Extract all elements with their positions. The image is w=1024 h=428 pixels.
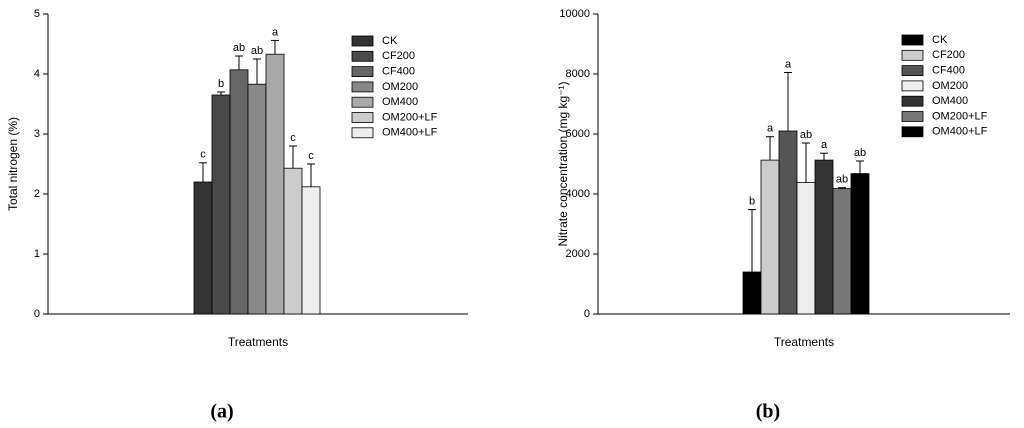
y-tick-label: 4000 — [566, 188, 590, 200]
panel-label: (a) — [210, 401, 233, 423]
significance-letter: ab — [251, 45, 263, 57]
legend-label: OM200+LF — [932, 110, 988, 122]
legend-label: OM400 — [382, 96, 418, 108]
y-tick-label: 4 — [34, 68, 40, 80]
x-axis-label: Treatments — [228, 335, 288, 349]
legend-label: CK — [932, 34, 948, 46]
panel-label: (b) — [756, 401, 780, 423]
legend-swatch — [901, 80, 924, 92]
legend-swatch — [351, 35, 374, 47]
bar — [814, 159, 834, 315]
y-axis-label: Nitrate concentration (mg kg⁻¹) — [556, 81, 570, 246]
significance-letter: ab — [800, 129, 812, 141]
legend-label: CF400 — [932, 65, 965, 77]
bar — [283, 167, 303, 315]
significance-letter: a — [767, 123, 774, 135]
legend-label: OM400+LF — [382, 127, 438, 139]
bar — [229, 69, 249, 315]
legend-swatch — [901, 34, 924, 46]
legend-swatch — [351, 66, 374, 77]
y-tick-label: 8000 — [566, 68, 590, 80]
bar — [832, 188, 852, 315]
legend-swatch — [351, 96, 374, 108]
y-tick-label: 0 — [584, 308, 590, 320]
significance-letter: ab — [854, 147, 866, 159]
bar — [850, 173, 870, 315]
y-axis-label: Total nitrogen (%) — [6, 117, 20, 211]
legend-label: OM200 — [382, 81, 418, 93]
significance-letter: a — [272, 26, 279, 38]
legend-label: CF200 — [382, 50, 415, 62]
y-tick-label: 2000 — [566, 248, 590, 260]
y-tick-label: 10000 — [559, 8, 590, 20]
legend-swatch — [901, 111, 924, 122]
y-tick-label: 0 — [34, 308, 40, 320]
significance-letter: c — [308, 150, 314, 162]
bar — [265, 53, 285, 315]
significance-letter: ab — [233, 42, 245, 54]
legend-swatch — [351, 81, 374, 93]
bar — [193, 181, 213, 315]
significance-letter: b — [218, 78, 224, 90]
legend-swatch — [351, 112, 374, 123]
x-axis-label: Treatments — [774, 335, 834, 349]
y-tick-label: 5 — [34, 8, 40, 20]
bar — [301, 186, 321, 315]
legend-swatch — [901, 49, 924, 61]
legend-label: OM200 — [932, 80, 968, 92]
legend-swatch — [351, 127, 374, 139]
y-tick-label: 3 — [34, 128, 40, 140]
bar — [796, 182, 816, 315]
legend-swatch — [901, 95, 924, 107]
y-tick-label: 1 — [34, 248, 40, 260]
legend-swatch — [351, 50, 374, 62]
legend-swatch — [901, 126, 924, 138]
significance-letter: a — [785, 58, 792, 70]
significance-letter: c — [290, 132, 296, 144]
legend-swatch — [901, 65, 924, 76]
legend-label: CF200 — [932, 49, 965, 61]
legend-label: OM400 — [932, 95, 968, 107]
legend-label: CF400 — [382, 66, 415, 78]
y-tick-label: 6000 — [566, 128, 590, 140]
legend-label: OM200+LF — [382, 111, 438, 123]
bar — [742, 271, 762, 315]
y-tick-label: 2 — [34, 188, 40, 200]
bar — [778, 130, 798, 315]
bar — [211, 94, 231, 315]
legend-label: OM400+LF — [932, 126, 988, 138]
bar — [760, 159, 780, 315]
significance-letter: ab — [836, 174, 848, 186]
significance-letter: c — [200, 149, 206, 161]
bar — [247, 83, 267, 315]
legend-label: CK — [382, 35, 398, 47]
significance-letter: a — [821, 139, 828, 151]
significance-letter: b — [749, 196, 755, 208]
